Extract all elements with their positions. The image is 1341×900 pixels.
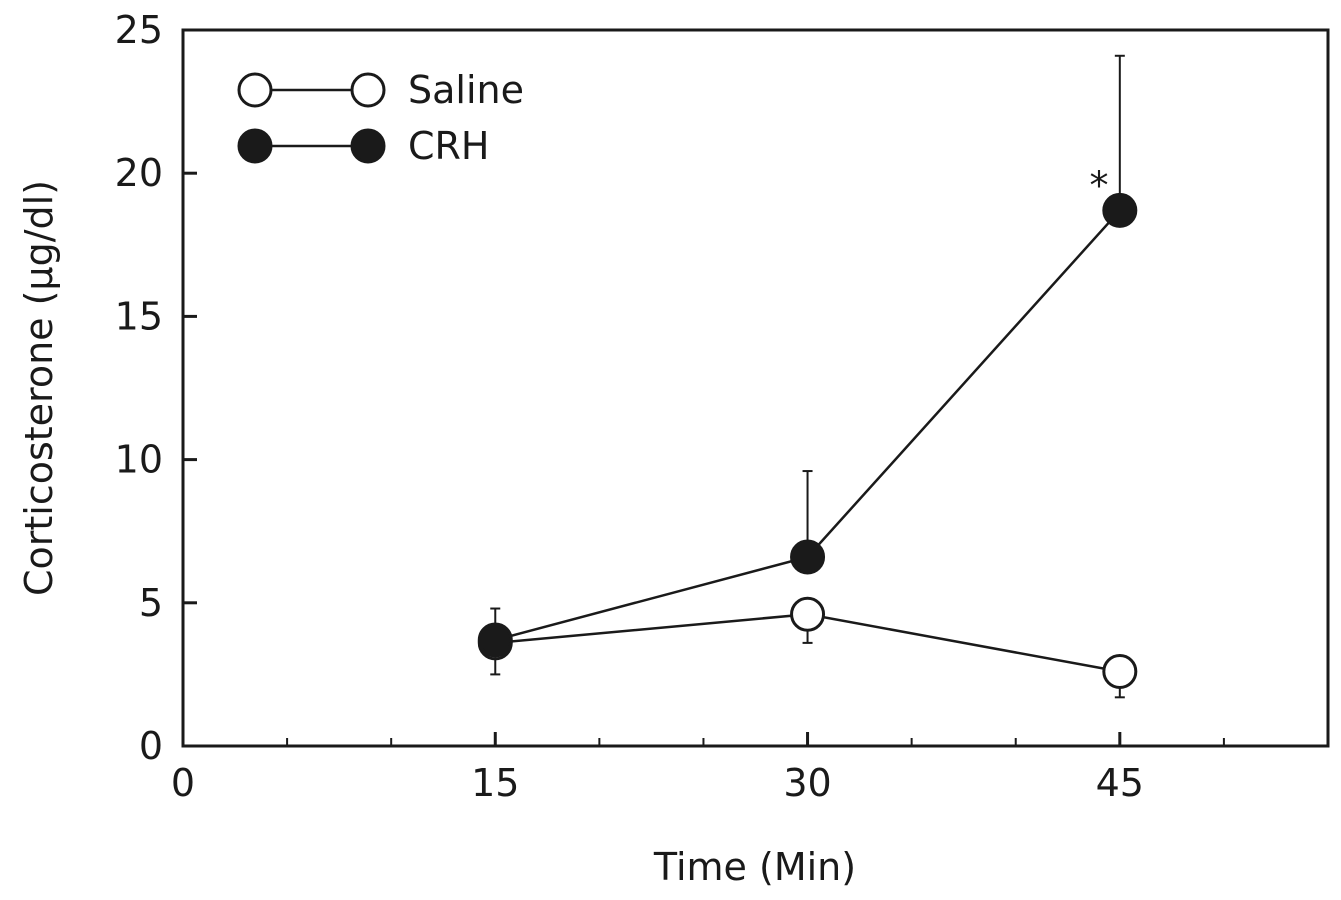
- legend-marker-crh: [350, 128, 386, 164]
- legend-marker-saline: [350, 72, 386, 108]
- y-tick-label: 20: [115, 151, 163, 195]
- legend-label-crh: CRH: [408, 124, 490, 168]
- series-layer: *: [477, 54, 1138, 699]
- x-tick-label: 0: [171, 761, 195, 805]
- crh-line: [494, 209, 1121, 642]
- saline-point: [1102, 654, 1138, 690]
- y-tick-label: 5: [139, 581, 163, 625]
- x-axis-title: Time (Min): [653, 845, 856, 889]
- crh-point: [1102, 192, 1138, 228]
- crh-point: [790, 539, 826, 575]
- saline-point: [790, 596, 826, 632]
- y-tick-label: 15: [115, 294, 163, 338]
- legend-label-saline: Saline: [408, 68, 524, 112]
- x-tick-label: 30: [783, 761, 831, 805]
- legend-marker-saline: [237, 72, 273, 108]
- legend-marker-crh: [237, 128, 273, 164]
- y-axis-title: Corticosterone (µg/dl): [17, 180, 61, 596]
- significance-annotation: *: [1090, 164, 1109, 208]
- ticks-layer: 0 15 30 45 0 5 10 15 20 25: [115, 8, 1225, 805]
- legend: Saline CRH: [237, 68, 524, 168]
- plot-frame: [181, 28, 1330, 748]
- y-tick-label: 25: [115, 8, 163, 52]
- x-tick-label: 15: [471, 761, 519, 805]
- y-tick-label: 0: [139, 724, 163, 768]
- y-tick-label: 10: [115, 438, 163, 482]
- x-tick-label: 45: [1096, 761, 1144, 805]
- crh-point: [477, 622, 513, 658]
